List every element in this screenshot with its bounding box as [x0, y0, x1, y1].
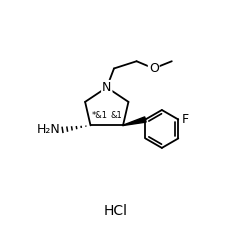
Text: HCl: HCl — [104, 204, 128, 218]
Text: O: O — [149, 62, 159, 75]
Text: H₂N: H₂N — [37, 123, 60, 136]
Text: &1: &1 — [110, 111, 122, 120]
Polygon shape — [123, 117, 146, 126]
Text: F: F — [182, 113, 189, 126]
Text: *&1: *&1 — [91, 111, 107, 120]
Text: N: N — [102, 81, 111, 94]
